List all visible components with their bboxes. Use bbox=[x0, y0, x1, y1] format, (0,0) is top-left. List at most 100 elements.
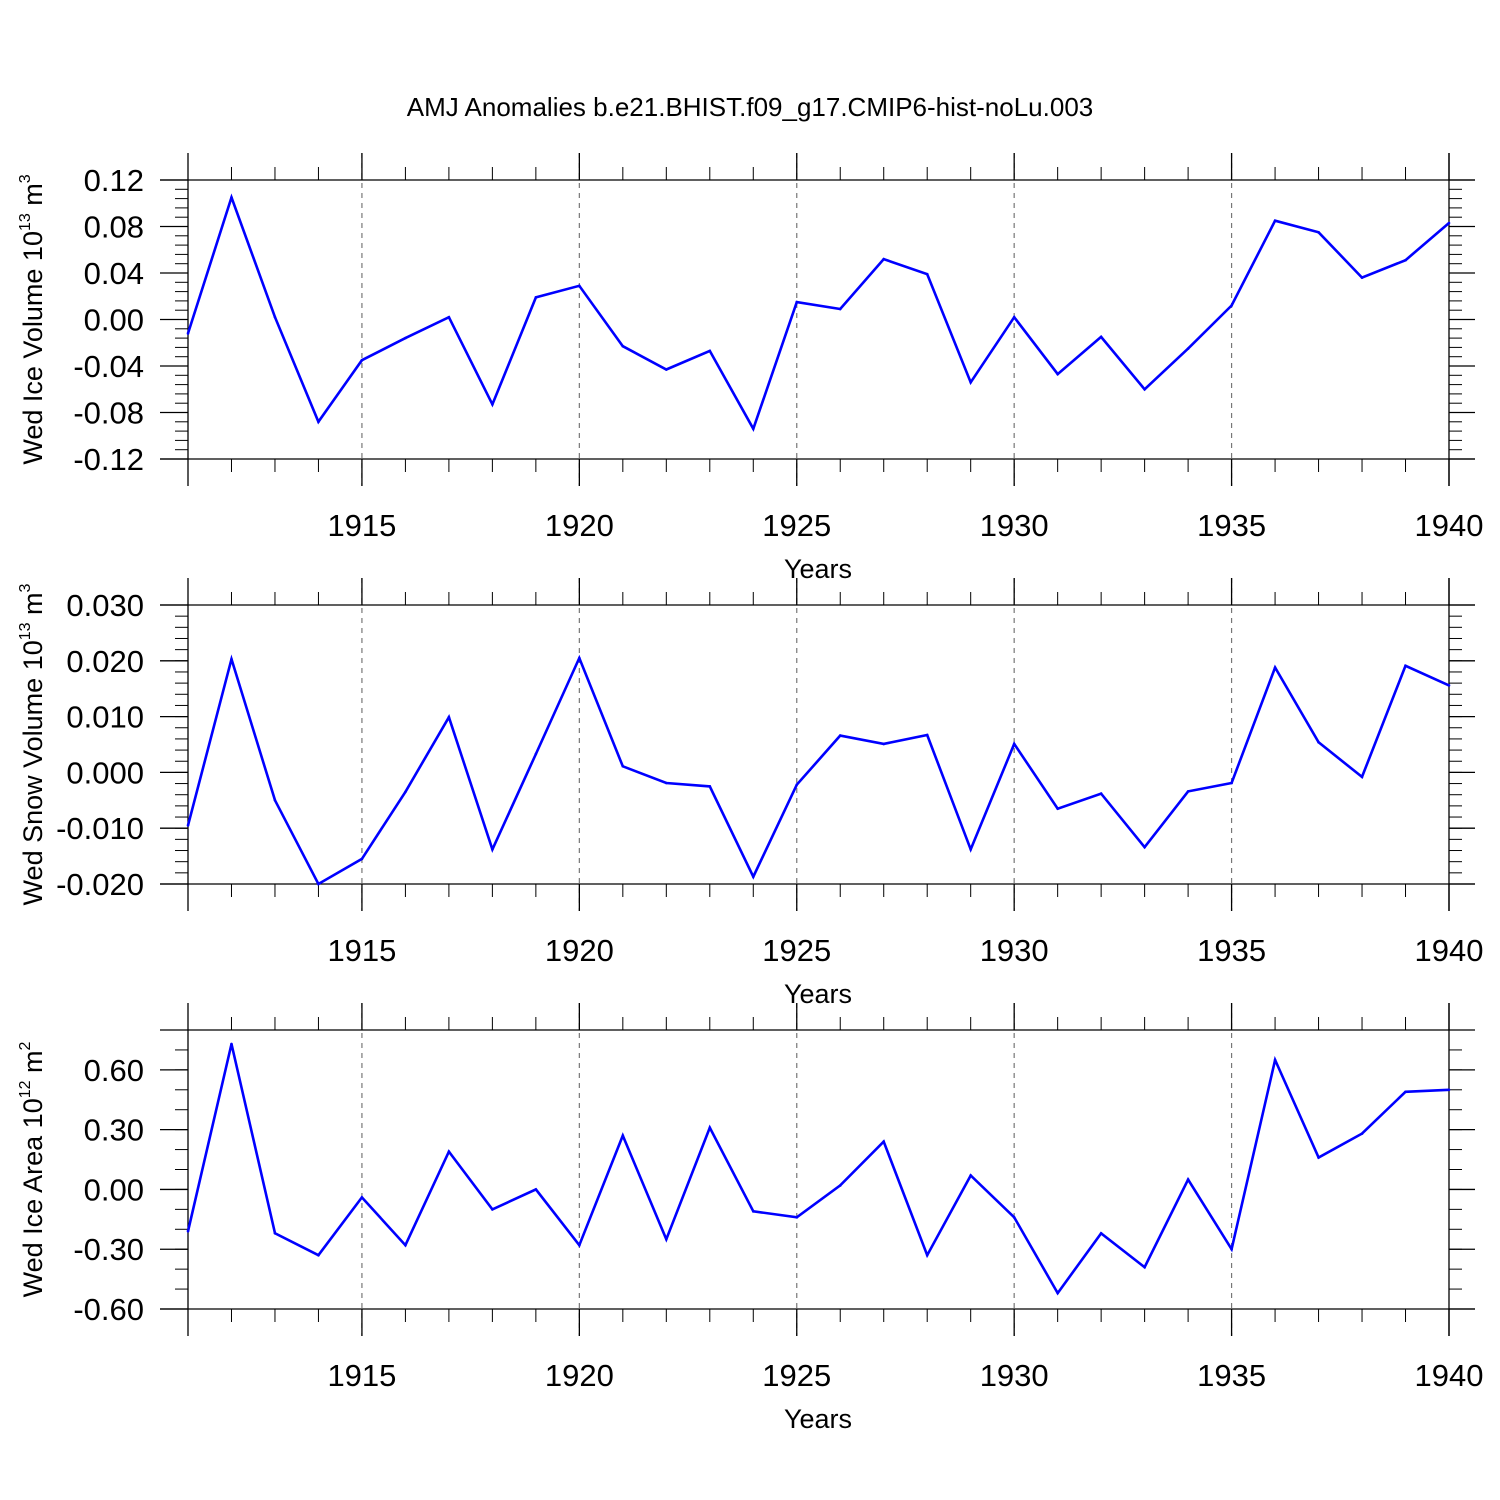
data-point bbox=[360, 358, 364, 362]
y-tick-label: 0.60 bbox=[84, 1053, 144, 1088]
data-point bbox=[447, 1150, 451, 1153]
data-point bbox=[925, 272, 929, 276]
data-point bbox=[1012, 1216, 1016, 1219]
data-point bbox=[1099, 792, 1103, 795]
data-point bbox=[1273, 1058, 1277, 1062]
x-tick-label: 1940 bbox=[1415, 1358, 1484, 1393]
data-point bbox=[491, 1208, 494, 1211]
y-tick-label: 0.030 bbox=[66, 588, 144, 623]
data-point bbox=[1186, 1178, 1190, 1181]
x-tick-label: 1925 bbox=[762, 508, 831, 543]
data-point bbox=[273, 1231, 277, 1235]
data-point bbox=[1404, 664, 1407, 668]
y-tick-label: -0.010 bbox=[56, 811, 144, 846]
y-tick-label: -0.04 bbox=[73, 349, 144, 384]
data-point bbox=[708, 785, 712, 788]
data-point bbox=[795, 300, 799, 304]
data-point bbox=[708, 1126, 712, 1129]
y-tick-label: -0.60 bbox=[73, 1292, 144, 1327]
x-tick-label: 1915 bbox=[327, 508, 396, 543]
data-point bbox=[665, 1237, 668, 1241]
x-tick-label: 1935 bbox=[1197, 508, 1266, 543]
series-line bbox=[186, 1043, 1450, 1296]
series-line bbox=[186, 654, 1450, 886]
data-point bbox=[273, 799, 277, 802]
data-point bbox=[317, 420, 320, 424]
data-point bbox=[1056, 807, 1059, 810]
data-point bbox=[969, 1174, 972, 1177]
data-point bbox=[1447, 684, 1451, 687]
data-point bbox=[230, 1042, 233, 1046]
data-point bbox=[1317, 1156, 1320, 1159]
x-tick-label: 1915 bbox=[327, 933, 396, 968]
data-point bbox=[795, 1216, 799, 1219]
data-point bbox=[1447, 221, 1451, 225]
y-tick-label: 0.00 bbox=[84, 303, 144, 338]
data-point bbox=[230, 196, 233, 199]
data-point bbox=[708, 349, 712, 353]
data-point bbox=[621, 764, 625, 768]
data-point bbox=[925, 733, 929, 737]
panel-3: -0.60 -0.30 0.00 0.30 0.60 1915 1920 1925 1930 19… bbox=[17, 1003, 1483, 1434]
data-point bbox=[1317, 740, 1320, 744]
data-point bbox=[838, 1184, 842, 1187]
data-point bbox=[969, 380, 972, 384]
x-tick-label: 1925 bbox=[762, 1358, 831, 1393]
data-point bbox=[1143, 387, 1146, 391]
x-tick-label: 1920 bbox=[545, 508, 614, 543]
y-tick-label: -0.12 bbox=[73, 442, 144, 477]
data-point bbox=[1273, 219, 1277, 222]
data-point bbox=[534, 296, 538, 299]
data-point bbox=[751, 875, 755, 879]
data-point bbox=[969, 848, 972, 851]
data-point bbox=[751, 427, 755, 431]
data-point bbox=[1056, 372, 1059, 376]
data-point bbox=[665, 368, 668, 371]
x-axis-label: Years bbox=[784, 979, 852, 1009]
y-tick-label: 0.08 bbox=[84, 210, 144, 245]
data-point bbox=[578, 284, 581, 288]
data-point bbox=[838, 307, 842, 311]
x-tick-label: 1930 bbox=[980, 1358, 1049, 1393]
y-axis-label: Wed Ice Area 1012 m2 bbox=[17, 1041, 48, 1297]
data-point bbox=[317, 1253, 320, 1257]
data-point bbox=[491, 403, 494, 406]
data-point bbox=[1099, 335, 1103, 339]
y-tick-label: 0.04 bbox=[84, 256, 144, 291]
data-point bbox=[882, 1140, 886, 1143]
data-point bbox=[1273, 666, 1277, 669]
chart-title: AMJ Anomalies b.e21.BHIST.f09_g17.CMIP6-… bbox=[407, 92, 1094, 122]
data-point bbox=[1012, 742, 1016, 746]
data-point bbox=[491, 848, 494, 851]
data-point bbox=[404, 1243, 407, 1247]
data-point bbox=[1230, 1247, 1233, 1251]
data-point bbox=[1404, 1090, 1407, 1094]
data-point bbox=[1099, 1231, 1103, 1235]
data-point bbox=[1360, 276, 1364, 279]
data-point bbox=[317, 882, 320, 886]
data-point bbox=[186, 1229, 190, 1233]
data-point bbox=[534, 752, 538, 756]
data-point bbox=[1447, 1088, 1451, 1092]
y-tick-label: 0.12 bbox=[84, 163, 144, 198]
y-tick-label: -0.08 bbox=[73, 396, 144, 431]
y-tick-label: 0.000 bbox=[66, 755, 144, 790]
data-point bbox=[1360, 775, 1364, 779]
y-axis-label: Wed Snow Volume 1013 m3 bbox=[17, 583, 48, 905]
x-tick-label: 1930 bbox=[980, 508, 1049, 543]
data-point bbox=[273, 315, 277, 319]
data-point bbox=[621, 344, 625, 348]
x-tick-label: 1940 bbox=[1415, 933, 1484, 968]
panel-1: -0.12 -0.08 -0.04 0.00 0.04 0.08 0.12 1915 1920 1… bbox=[17, 153, 1483, 584]
data-point bbox=[186, 332, 190, 335]
data-point bbox=[665, 781, 668, 785]
x-tick-label: 1915 bbox=[327, 1358, 396, 1393]
y-axis-label: Wed Ice Volume 1013 m3 bbox=[17, 174, 48, 464]
data-point bbox=[795, 783, 799, 786]
y-tick-label: 0.010 bbox=[66, 700, 144, 735]
data-point bbox=[447, 315, 451, 319]
data-point bbox=[404, 790, 407, 794]
x-tick-label: 1920 bbox=[545, 933, 614, 968]
data-point bbox=[1230, 304, 1233, 307]
